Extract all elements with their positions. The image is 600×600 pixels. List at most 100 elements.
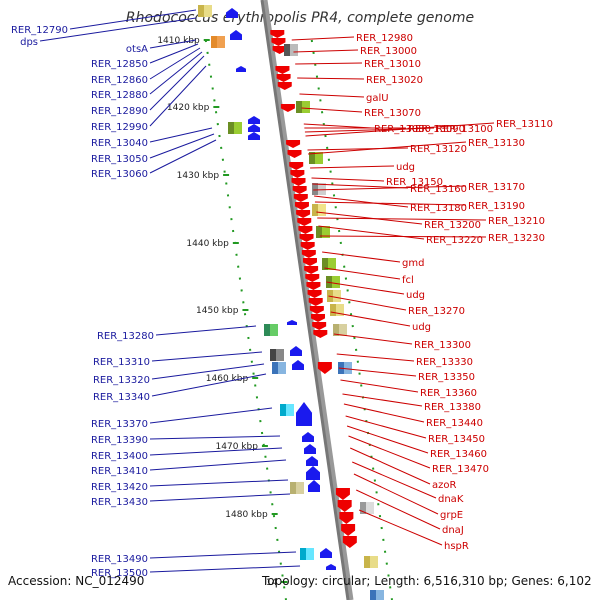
gene-arrow-reverse[interactable] [297,218,312,226]
gene-label-left[interactable]: dps [20,37,38,48]
feature-block[interactable] [300,548,306,560]
gene-label-left[interactable]: RER_13060 [91,169,148,180]
gene-arrow-reverse[interactable] [291,178,306,186]
feature-block[interactable] [322,258,328,270]
gene-label-right[interactable]: hspR [444,541,469,552]
gene-arrow-reverse[interactable] [311,314,326,322]
gene-label-right[interactable]: gmd [402,258,424,269]
gene-label-right[interactable]: RER_13380 [424,402,481,413]
gene-label-left[interactable]: RER_12790 [11,25,68,36]
gene-arrow-reverse[interactable] [277,82,292,90]
gene-arrow-reverse[interactable] [270,30,285,38]
gene-label-right[interactable]: RER_13120 [410,144,467,155]
gene-label-left[interactable]: RER_13390 [91,435,148,446]
gene-label-right[interactable]: RER_13330 [416,357,473,368]
gene-arrow-reverse[interactable] [308,298,323,306]
gene-arrow-forward[interactable] [308,480,320,492]
gene-arrow-forward[interactable] [292,360,304,370]
feature-block[interactable] [290,44,298,56]
gene-label-right[interactable]: RER_13360 [420,388,477,399]
gene-label-right[interactable]: RER_13070 [364,108,421,119]
gene-arrow-reverse[interactable] [299,234,314,242]
gene-arrow-reverse[interactable] [342,536,357,548]
feature-block[interactable] [364,556,370,568]
gene-label-right[interactable]: dnaJ [442,525,464,536]
gene-arrow-reverse[interactable] [276,74,291,82]
feature-block[interactable] [330,304,336,316]
gene-label-left[interactable]: RER_12880 [91,90,148,101]
gene-arrow-reverse[interactable] [294,202,309,210]
feature-block[interactable] [204,5,212,17]
gene-arrow-reverse[interactable] [335,488,350,500]
gene-label-left[interactable]: RER_13400 [91,451,148,462]
gene-label-right[interactable]: RER_13230 [488,233,545,244]
feature-block[interactable] [234,122,242,134]
gene-arrow-forward[interactable] [290,346,302,356]
gene-label-right[interactable]: dnaK [438,494,464,505]
gene-arrow-reverse[interactable] [287,150,302,158]
gene-label-left[interactable]: RER_12890 [91,106,148,117]
feature-block[interactable] [376,590,384,600]
feature-block[interactable] [302,101,310,113]
gene-label-right[interactable]: RER_13110 [496,119,553,130]
gene-arrow-reverse[interactable] [271,38,286,46]
feature-block[interactable] [322,226,330,238]
feature-block[interactable] [306,548,314,560]
feature-block[interactable] [270,349,276,361]
gene-label-right[interactable]: RER_13020 [366,75,423,86]
feature-block[interactable] [328,258,336,270]
gene-label-right[interactable]: RER_13160 [410,184,467,195]
feature-block[interactable] [312,183,318,195]
gene-label-right[interactable]: RER_13100 [436,124,493,135]
gene-label-right[interactable]: RER_13270 [408,306,465,317]
feature-block[interactable] [290,482,296,494]
gene-label-right[interactable]: udg [406,290,425,301]
feature-block[interactable] [318,204,326,216]
feature-block[interactable] [276,349,284,361]
gene-label-right[interactable]: RER_13440 [426,418,483,429]
feature-block[interactable] [280,404,286,416]
gene-label-right[interactable]: RER_13180 [410,203,467,214]
gene-label-right[interactable]: RER_13200 [424,220,481,231]
feature-block[interactable] [296,482,304,494]
gene-label-right[interactable]: RER_13210 [488,216,545,227]
feature-block[interactable] [316,226,322,238]
gene-label-right[interactable]: udg [412,322,431,333]
gene-label-right[interactable]: RER_13130 [468,138,525,149]
feature-block[interactable] [315,152,323,164]
gene-arrow-forward[interactable] [236,66,246,72]
gene-label-right[interactable]: RER_13170 [468,182,525,193]
feature-block[interactable] [339,324,347,336]
gene-arrow-forward[interactable] [248,116,260,124]
gene-arrow-reverse[interactable] [317,362,332,374]
gene-label-left[interactable]: RER_13410 [91,466,148,477]
gene-label-right[interactable]: RER_13350 [418,372,475,383]
feature-block[interactable] [370,590,376,600]
gene-label-left[interactable]: otsA [126,44,148,55]
feature-block[interactable] [272,362,278,374]
feature-block[interactable] [312,204,318,216]
feature-block[interactable] [309,152,315,164]
gene-arrow-reverse[interactable] [275,66,290,74]
gene-arrow-forward[interactable] [302,432,314,442]
gene-label-left[interactable]: RER_13340 [93,392,150,403]
gene-arrow-forward[interactable] [226,8,238,18]
gene-label-right[interactable]: RER_12980 [356,33,413,44]
gene-arrow-forward[interactable] [306,456,318,466]
gene-label-right[interactable]: RER_13300 [414,340,471,351]
feature-block[interactable] [217,36,225,48]
feature-block[interactable] [366,502,374,514]
gene-arrow-forward[interactable] [296,402,312,426]
feature-block[interactable] [278,362,286,374]
feature-block[interactable] [270,324,278,336]
gene-arrow-reverse[interactable] [272,46,287,54]
gene-label-left[interactable]: RER_13430 [91,497,148,508]
gene-arrow-reverse[interactable] [304,266,319,274]
gene-arrow-reverse[interactable] [293,194,308,202]
gene-label-left[interactable]: RER_13040 [91,138,148,149]
gene-label-right[interactable]: grpE [440,510,463,521]
gene-arrow-forward[interactable] [304,444,316,454]
gene-arrow-reverse[interactable] [298,226,313,234]
gene-arrow-reverse[interactable] [289,162,304,170]
gene-arrow-reverse[interactable] [296,210,311,218]
